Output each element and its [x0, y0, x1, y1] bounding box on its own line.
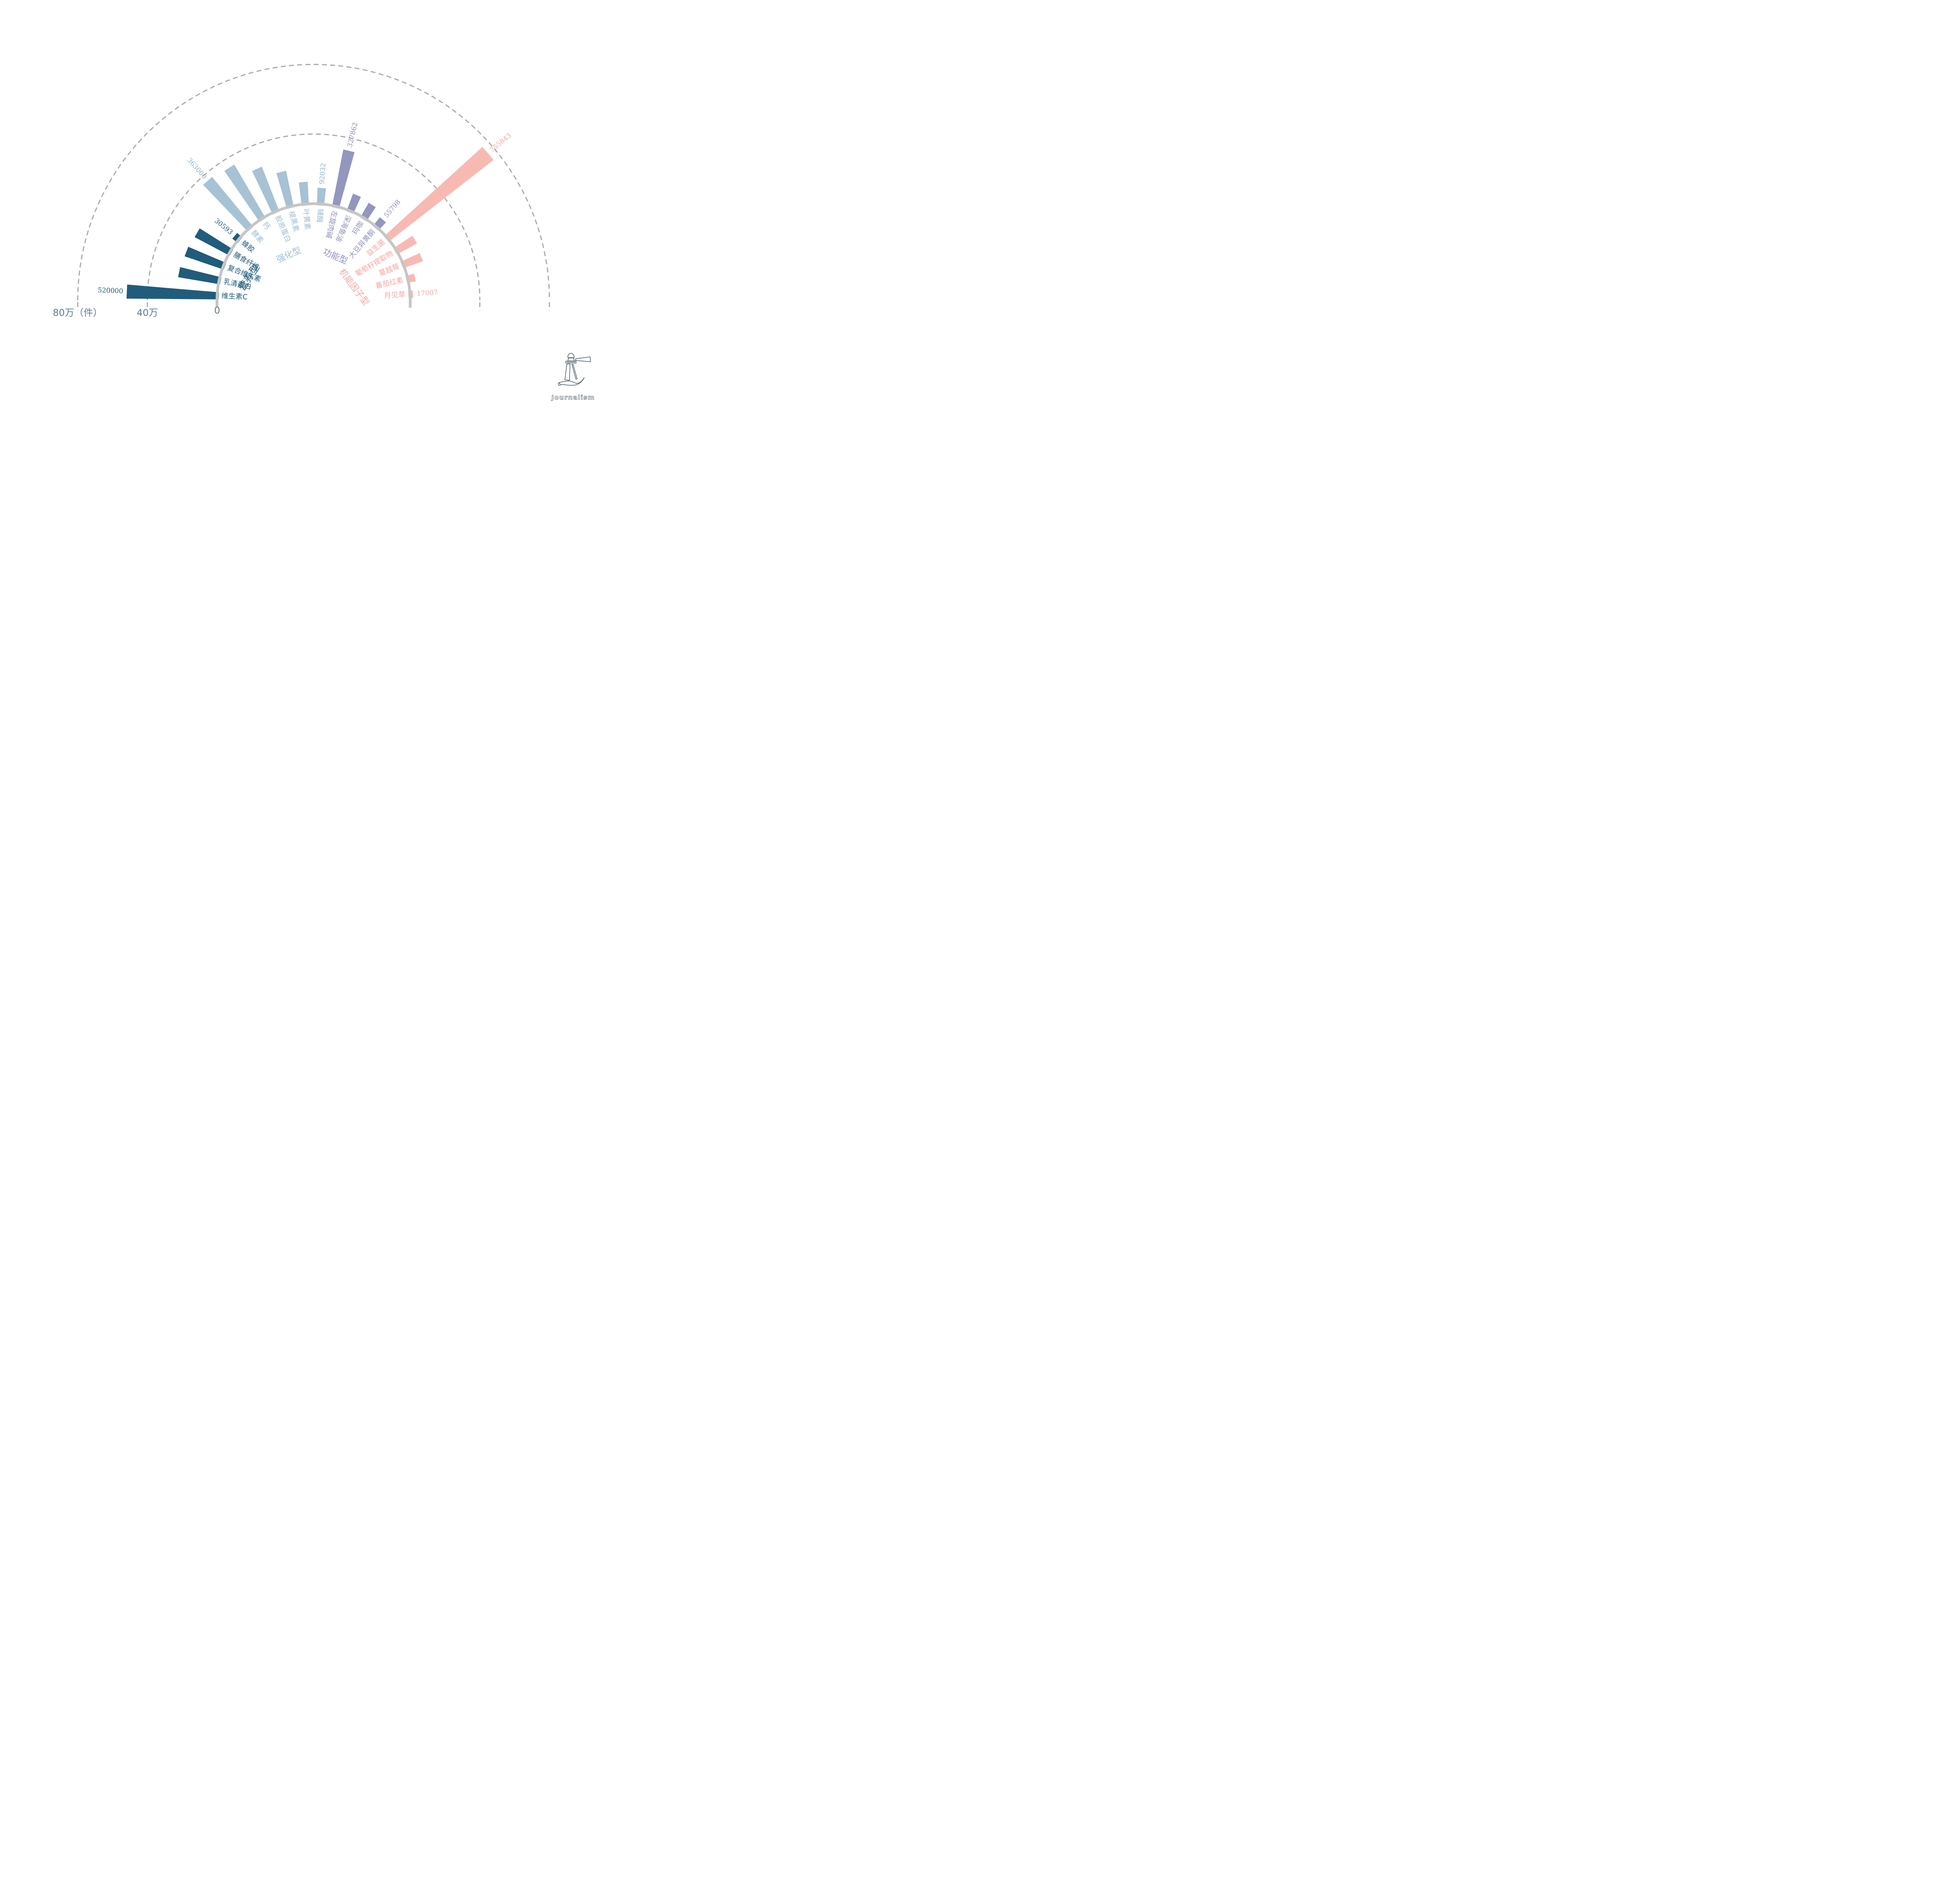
axis-tick-label-800k: 80万（件）: [53, 307, 103, 318]
base-ring: [216, 202, 412, 301]
bar-强化型: [252, 167, 279, 215]
bar-value-label: 755843: [488, 132, 513, 154]
item-label: 叶黄素: [301, 209, 312, 230]
bar-营养型: [232, 233, 243, 243]
bar-强化型: [276, 170, 294, 209]
chart-page: 维生素C 520000 乳清蛋白 复合维生素 膳食纤维 蜂胶 30593 酵素 363000 钙胶…: [0, 0, 615, 420]
category-label-功能型: 功能型: [321, 247, 349, 267]
bar-强化型: [224, 164, 266, 222]
item-label: 玛咖: [351, 220, 365, 236]
lighthouse-icon: [558, 353, 591, 386]
bar-value-label: 327862: [346, 121, 359, 148]
bar-value-label: 55798: [383, 198, 402, 219]
bar-value-label: 30593: [213, 217, 234, 236]
item-label: 蜂胶: [240, 239, 256, 254]
bar-value-label: 520000: [98, 286, 123, 296]
bar-机能因子型: [384, 147, 494, 242]
grid-arc: [77, 63, 550, 301]
axis-tick-label-400k: 40万: [136, 307, 158, 318]
item-label: 维生素C: [221, 292, 247, 301]
bar-营养型: [126, 285, 219, 299]
journalism-logo: Journalism: [551, 353, 595, 401]
bar-机能因子型: [400, 253, 423, 268]
bar-强化型: [317, 187, 326, 206]
logo-text: Journalism: [551, 393, 595, 401]
bar-营养型: [194, 228, 233, 256]
category-label-强化型: 强化型: [275, 245, 303, 265]
item-label: 蔓越莓: [378, 262, 401, 278]
item-label: 番茄红素: [375, 276, 404, 290]
bar-强化型: [299, 181, 309, 206]
bar-功能型: [347, 194, 361, 214]
bar-机能因子型: [393, 236, 417, 255]
item-label: 月见草: [384, 290, 405, 300]
item-label: 辅酶: [315, 208, 325, 223]
bar-value-label: 92032: [318, 163, 328, 184]
bar-功能型: [332, 149, 355, 209]
bar-营养型: [178, 267, 221, 285]
bar-营养型: [184, 247, 227, 270]
item-label: 钙: [261, 221, 271, 231]
item-label: 褪黑素: [287, 210, 301, 232]
bar-强化型: [203, 177, 253, 232]
item-label: 酵素: [250, 229, 265, 245]
bar-value-label: 17007: [416, 289, 438, 298]
radial-bar-chart: 维生素C520000 乳清蛋白复合维生素膳食纤维蜂胶30593酵素363000钙胶…: [77, 63, 550, 311]
grid-arc: [147, 133, 481, 301]
axis-tick-label-0: 0: [214, 305, 220, 316]
bar-value-label: 363000: [185, 156, 208, 181]
